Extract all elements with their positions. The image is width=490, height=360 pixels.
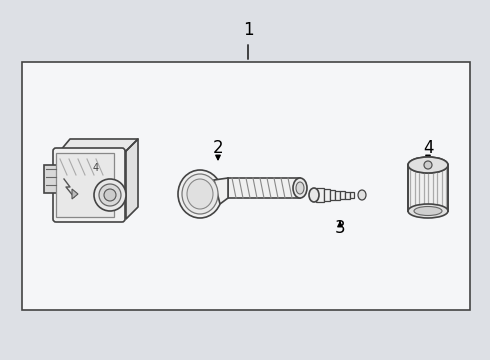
Text: 4: 4 [93,163,99,173]
FancyBboxPatch shape [56,153,114,217]
Bar [228,178,300,198]
Ellipse shape [414,207,442,216]
Text: 4: 4 [423,139,433,157]
Ellipse shape [408,157,448,173]
Bar [22,62,470,310]
Ellipse shape [408,204,448,218]
Bar [324,189,330,201]
Bar [330,190,335,200]
Bar [345,192,350,199]
Ellipse shape [182,174,218,214]
Ellipse shape [296,182,304,194]
Ellipse shape [178,170,222,218]
Polygon shape [126,139,138,219]
Circle shape [94,179,126,211]
Bar [340,191,345,199]
Polygon shape [72,189,78,199]
Ellipse shape [408,157,448,173]
FancyBboxPatch shape [53,148,125,222]
Polygon shape [60,139,138,151]
Bar [408,165,448,211]
Circle shape [424,161,432,169]
Circle shape [99,184,121,206]
Bar [350,192,354,198]
Ellipse shape [309,188,319,202]
Circle shape [104,189,116,201]
Ellipse shape [293,178,307,198]
Bar [44,165,58,193]
Polygon shape [214,178,228,204]
Bar [316,188,324,202]
Bar [335,191,340,200]
Text: 2: 2 [213,139,223,157]
Ellipse shape [187,179,213,209]
Ellipse shape [358,190,366,200]
Text: 1: 1 [243,21,253,39]
Text: 3: 3 [335,219,345,237]
